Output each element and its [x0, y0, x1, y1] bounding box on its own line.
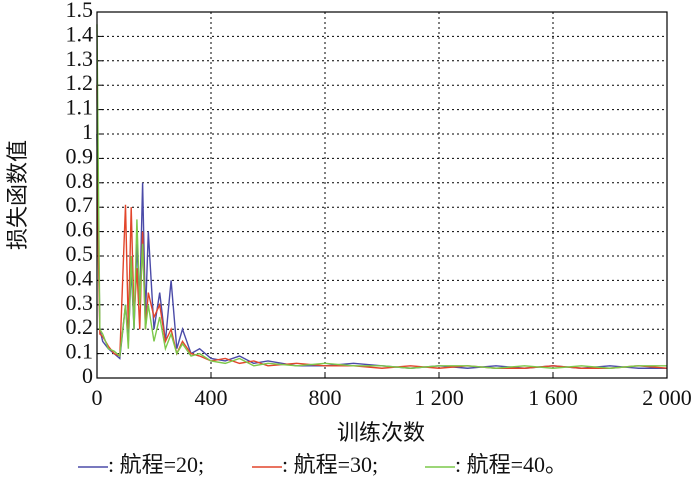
y-axis-label: 损失函数值 — [5, 140, 30, 250]
x-tick-label: 1 200 — [414, 385, 464, 410]
data-line — [96, 85, 668, 369]
y-tick-label: 1.3 — [66, 46, 94, 71]
y-tick-label: 0.1 — [66, 339, 94, 364]
y-tick-label: 0.4 — [66, 265, 94, 290]
legend-label: : 航程=20; — [108, 452, 204, 477]
y-tick-label: 1.2 — [66, 70, 94, 95]
x-tick-label: 1 600 — [528, 385, 578, 410]
x-tick-label: 2 000 — [642, 385, 692, 410]
y-tick-label: 1 — [82, 119, 93, 144]
data-line — [96, 24, 667, 369]
y-tick-label: 0.2 — [66, 314, 94, 339]
x-tick-label: 0 — [92, 385, 103, 410]
data-line — [96, 133, 667, 369]
legend-label: : 航程=30; — [282, 452, 378, 477]
plot-frame — [96, 11, 668, 379]
x-tick-label: 800 — [309, 385, 342, 410]
y-tick-label: 0.5 — [66, 241, 94, 266]
x-tick-label: 400 — [195, 385, 228, 410]
x-axis-label: 训练次数 — [337, 420, 425, 445]
y-tick-label: 0.8 — [66, 168, 94, 193]
y-tick-label: 0.6 — [66, 217, 94, 242]
y-tick-label: 0.9 — [66, 143, 94, 168]
y-tick-label: 1.1 — [66, 95, 94, 120]
y-tick-label: 0.3 — [66, 290, 94, 315]
y-tick-label: 0.7 — [66, 192, 94, 217]
legend-label: : 航程=40。 — [455, 452, 567, 477]
y-tick-label: 0 — [82, 363, 93, 388]
y-tick-label: 1.5 — [66, 0, 94, 22]
y-tick-label: 1.4 — [66, 21, 94, 46]
